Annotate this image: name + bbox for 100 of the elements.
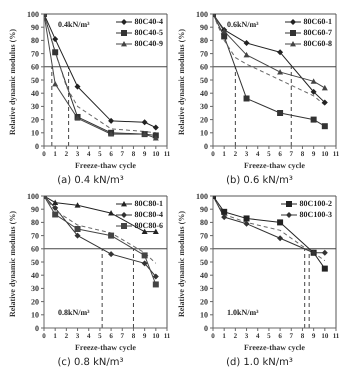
point bbox=[108, 210, 114, 216]
point bbox=[152, 274, 159, 280]
point bbox=[52, 49, 58, 56]
point bbox=[52, 80, 58, 86]
point bbox=[108, 118, 114, 124]
y-tick-label: 40 bbox=[31, 89, 39, 98]
text: (b) 0.6 kN/m³ bbox=[225, 175, 294, 186]
point bbox=[142, 260, 148, 266]
point bbox=[322, 123, 328, 130]
y-tick-label: 20 bbox=[31, 115, 39, 124]
y-tick-label: 70 bbox=[200, 231, 208, 240]
point bbox=[277, 69, 284, 74]
y-axis-title: Relative dynamic modulus (%) bbox=[176, 210, 186, 317]
annotation: 0.6kN/m³ bbox=[227, 20, 259, 29]
point bbox=[244, 220, 250, 227]
point bbox=[277, 219, 284, 226]
y-tick-label: 30 bbox=[31, 102, 39, 112]
y-tick-label: 40 bbox=[200, 271, 208, 280]
point bbox=[152, 135, 159, 140]
legend-label: 80C60-1 bbox=[304, 16, 332, 27]
y-tick-label: 40 bbox=[200, 89, 208, 98]
x-axis-title: Freeze-thaw cycle bbox=[75, 161, 136, 170]
y-tick-label: 10 bbox=[200, 310, 208, 320]
y-tick-label: 90 bbox=[200, 205, 208, 214]
y-axis-title: Relative dynamic modulus (%) bbox=[8, 28, 17, 135]
legend-label: 80C80-1 bbox=[134, 198, 163, 209]
y-tick-label: 80 bbox=[31, 218, 39, 228]
y-tick-label: 40 bbox=[31, 271, 39, 280]
y-tick-label: 60 bbox=[200, 244, 208, 254]
point bbox=[244, 215, 250, 222]
legend-label: 80C80-4 bbox=[134, 209, 163, 220]
y-tick-label: 0 bbox=[35, 142, 39, 151]
point bbox=[108, 251, 114, 258]
y-tick-label: 10 bbox=[200, 128, 208, 138]
point bbox=[277, 235, 284, 242]
point bbox=[74, 202, 81, 208]
x-axis-title: Freeze-thaw cycle bbox=[244, 161, 306, 170]
legend-label: 80C100-2 bbox=[300, 198, 332, 209]
y-tick-label: 50 bbox=[31, 76, 39, 85]
y-tick-label: 0 bbox=[35, 324, 39, 333]
y-axis-title: Relative dynamic modulus (%) bbox=[176, 28, 186, 135]
y-tick-label: 50 bbox=[200, 258, 208, 267]
point bbox=[74, 84, 81, 90]
text: (c) 0.8 kN/m³ bbox=[56, 357, 124, 368]
y-tick-label: 70 bbox=[31, 231, 39, 240]
y-tick-label: 100 bbox=[27, 192, 39, 201]
y-tick-label: 30 bbox=[200, 102, 208, 112]
y-tick-label: 60 bbox=[31, 62, 39, 72]
point bbox=[277, 110, 284, 116]
legend-label: 80C100-3 bbox=[300, 209, 332, 220]
x-axis-title: Freeze-thaw cycle bbox=[75, 343, 136, 352]
y-tick-label: 10 bbox=[31, 128, 39, 138]
annotation: 0.4kN/m³ bbox=[58, 20, 90, 29]
y-tick-label: 0 bbox=[204, 142, 208, 151]
y-tick-label: 20 bbox=[31, 297, 39, 306]
y-tick-label: 80 bbox=[31, 36, 39, 46]
y-tick-label: 90 bbox=[31, 23, 39, 32]
point bbox=[277, 49, 284, 56]
point bbox=[52, 36, 58, 42]
point bbox=[221, 214, 228, 220]
legend-label: 80C40-5 bbox=[134, 27, 163, 38]
point bbox=[74, 232, 81, 239]
y-tick-label: 60 bbox=[31, 244, 39, 254]
point bbox=[310, 78, 317, 84]
point bbox=[52, 204, 58, 211]
point bbox=[142, 228, 148, 234]
y-tick-label: 0 bbox=[204, 324, 208, 333]
legend-label: 80C60-8 bbox=[304, 38, 332, 49]
point bbox=[152, 228, 159, 234]
y-tick-label: 90 bbox=[200, 23, 208, 32]
text: (a) 0.4 kN/m³ bbox=[56, 175, 125, 186]
point bbox=[142, 252, 148, 258]
point bbox=[108, 232, 114, 239]
point bbox=[244, 95, 250, 102]
point bbox=[52, 200, 58, 205]
y-tick-label: 80 bbox=[200, 36, 208, 46]
y-tick-label: 100 bbox=[27, 10, 39, 19]
y-tick-label: 80 bbox=[200, 218, 208, 228]
y-tick-label: 50 bbox=[31, 258, 39, 267]
text: (d) 1.0 kN/m³ bbox=[225, 357, 294, 368]
point bbox=[322, 266, 328, 272]
y-tick-label: 60 bbox=[200, 62, 208, 72]
point bbox=[310, 116, 317, 123]
point bbox=[244, 40, 250, 46]
point bbox=[74, 226, 81, 232]
y-tick-label: 20 bbox=[200, 115, 208, 124]
y-tick-label: 30 bbox=[200, 284, 208, 294]
y-tick-label: 100 bbox=[196, 10, 208, 19]
point bbox=[152, 281, 159, 288]
point bbox=[142, 119, 148, 126]
point bbox=[221, 33, 228, 40]
legend-label: 80C40-9 bbox=[134, 38, 163, 49]
point bbox=[322, 250, 328, 256]
annotation: 0.8kN/m³ bbox=[58, 308, 90, 317]
y-tick-label: 90 bbox=[31, 205, 39, 214]
y-axis-title: Relative dynamic modulus (%) bbox=[8, 210, 17, 317]
point bbox=[322, 84, 328, 90]
y-tick-label: 70 bbox=[31, 49, 39, 58]
x-axis-title: Freeze-thaw cycle bbox=[244, 343, 306, 352]
point bbox=[310, 88, 317, 95]
